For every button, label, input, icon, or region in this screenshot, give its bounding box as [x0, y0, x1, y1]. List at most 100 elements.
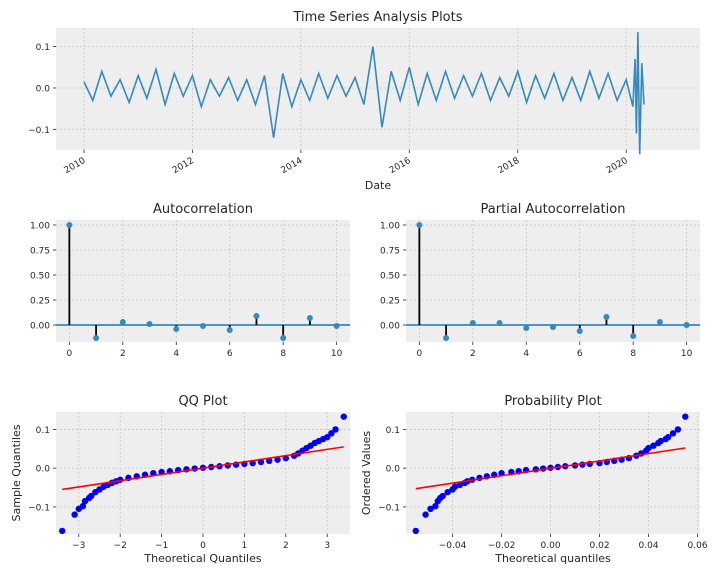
autocorrelation-point: [253, 313, 260, 319]
time-series-panel: −0.1 0.0 0.1 2010 2012 2014 2016 2018 2020 Time S…: [28, 10, 700, 192]
autocorrelation-ytick-label: 0.00: [30, 322, 50, 332]
qq-plot-xlabel: Theoretical Quantiles: [143, 552, 261, 565]
partial-autocorrelation-xtick-label: 2: [470, 349, 476, 359]
qq-plot-point: [340, 413, 347, 420]
probability-plot-xtick-label: 0.04: [639, 541, 659, 551]
qq-plot-point: [266, 457, 273, 464]
autocorrelation-ytick-label: 0.50: [30, 272, 50, 282]
partial-autocorrelation-ytick-label: 0.00: [380, 322, 400, 332]
probability-plot-ytick-label: 0.1: [386, 426, 400, 436]
qq-plot-point: [332, 426, 339, 433]
qq-plot-xtick-label: −1: [155, 541, 168, 551]
probability-plot-xtick-label: 0.00: [541, 541, 561, 551]
time-series-line: [83, 32, 645, 155]
probability-plot-point: [657, 437, 664, 445]
probability-plot-point: [669, 430, 677, 437]
autocorrelation-xtick-label: 2: [120, 349, 126, 359]
autocorrelation-point: [66, 222, 73, 228]
partial-autocorrelation-title: Partial Autocorrelation: [481, 202, 626, 217]
autocorrelation-point: [146, 321, 153, 327]
qq-plot-xtick-label: 0: [200, 541, 206, 551]
partial-autocorrelation-point: [550, 324, 556, 330]
autocorrelation-xtick-label: 10: [331, 349, 343, 359]
partial-autocorrelation-point: [603, 314, 610, 320]
qq-plot-title: QQ Plot: [178, 394, 227, 409]
qq-plot-xtick-label: 1: [242, 541, 248, 551]
qq-plot-point: [79, 502, 87, 510]
autocorrelation-point: [119, 319, 126, 325]
qq-plot-panel: −0.1 0.0 0.1 −3 −2 −1 0 1 2 3 QQ Plot Theoretical Q…: [10, 394, 350, 565]
probability-plot-xtick-label: −0.02: [488, 541, 516, 551]
time-series-ytick-label: 0.0: [36, 84, 51, 94]
partial-autocorrelation-xtick-label: 10: [681, 349, 693, 359]
partial-autocorrelation-ytick-label: 1.00: [380, 222, 400, 232]
autocorrelation-point: [280, 335, 287, 341]
probability-plot-title: Probability Plot: [504, 394, 601, 409]
qq-plot-ytick-label: 0.1: [36, 426, 50, 436]
probability-plot-xtick-label: −0.04: [439, 541, 467, 551]
partial-autocorrelation-point: [523, 325, 530, 331]
probability-plot-panel: −0.1 0.0 0.1 −0.04 −0.02 0.00 0.02 0.04 0.06 Prob…: [360, 394, 708, 565]
autocorrelation-xtick-label: 4: [173, 349, 179, 359]
autocorrelation-plot-area: [56, 220, 350, 342]
qq-plot-point: [59, 527, 66, 535]
probability-plot-xtick-label: 0.02: [590, 541, 610, 551]
qq-plot-xtick-label: −3: [72, 541, 85, 551]
qq-plot-ylabel: Sample Quantiles: [10, 424, 23, 521]
partial-autocorrelation-point: [496, 320, 503, 326]
partial-autocorrelation-ytick-label: 0.75: [380, 247, 400, 257]
qq-plot-point: [328, 430, 335, 437]
qq-plot-point: [87, 492, 95, 500]
autocorrelation-panel: 0.00 0.25 0.50 0.75 1.00 0 2 4 6 8 10 Autocorrelati…: [30, 202, 350, 359]
autocorrelation-ytick-label: 0.25: [30, 297, 50, 307]
probability-plot-point: [674, 426, 682, 433]
partial-autocorrelation-xtick-label: 8: [630, 349, 636, 359]
probability-plot-point: [444, 488, 451, 496]
autocorrelation-point: [173, 326, 180, 332]
probability-plot-plot-area: [406, 412, 700, 534]
autocorrelation-point: [333, 323, 340, 329]
probability-plot-xtick-label: 0.06: [688, 541, 708, 551]
probability-plot-point: [664, 433, 672, 441]
probability-plot-point: [682, 413, 689, 420]
qq-plot-ytick-label: −0.1: [28, 503, 50, 513]
time-series-xtick-label: 2018: [496, 156, 521, 176]
partial-autocorrelation-point: [683, 322, 690, 328]
probability-plot-ylabel: Ordered Values: [360, 431, 373, 515]
autocorrelation-point: [200, 323, 206, 329]
partial-autocorrelation-plot-area: [406, 220, 700, 342]
probability-plot-ytick-label: −0.1: [378, 503, 400, 513]
autocorrelation-ytick-label: 1.00: [30, 222, 50, 232]
probability-plot-point: [451, 483, 459, 490]
autocorrelation-point: [226, 327, 233, 333]
qq-plot-xtick-label: −2: [114, 541, 127, 551]
partial-autocorrelation-point: [443, 335, 450, 341]
partial-autocorrelation-xtick-label: 0: [416, 349, 422, 359]
partial-autocorrelation-ytick-label: 0.25: [380, 297, 400, 307]
partial-autocorrelation-ytick-label: 0.50: [380, 272, 400, 282]
partial-autocorrelation-xtick-label: 4: [523, 349, 529, 359]
probability-plot-point: [412, 527, 419, 535]
time-series-xlabel: Date: [365, 179, 392, 192]
autocorrelation-point: [306, 315, 313, 321]
time-series-xtick-label: 2014: [280, 156, 305, 176]
probability-plot-point: [432, 502, 439, 510]
qq-plot-reference-line: [62, 446, 344, 491]
autocorrelation-ytick-label: 0.75: [30, 247, 50, 257]
probability-plot-point: [456, 481, 464, 489]
time-series-ytick-label: −0.1: [28, 126, 50, 136]
qq-plot-point: [324, 433, 331, 441]
partial-autocorrelation-point: [576, 328, 583, 334]
time-series-title: Time Series Analysis Plots: [292, 10, 462, 25]
probability-plot-reference-line: [415, 447, 686, 490]
qq-plot-ytick-label: 0.0: [36, 465, 51, 475]
autocorrelation-xtick-label: 8: [280, 349, 286, 359]
qq-plot-xtick-label: 3: [324, 541, 330, 551]
time-series-xtick-label: 2016: [388, 156, 413, 176]
partial-autocorrelation-panel: 0.00 0.25 0.50 0.75 1.00 0 2 4 6 8 10 Partial Autoc…: [380, 202, 700, 359]
probability-plot-xlabel: Theoretical quantiles: [494, 552, 611, 565]
partial-autocorrelation-point: [469, 320, 476, 326]
autocorrelation-point: [93, 335, 100, 341]
partial-autocorrelation-point: [656, 319, 663, 325]
